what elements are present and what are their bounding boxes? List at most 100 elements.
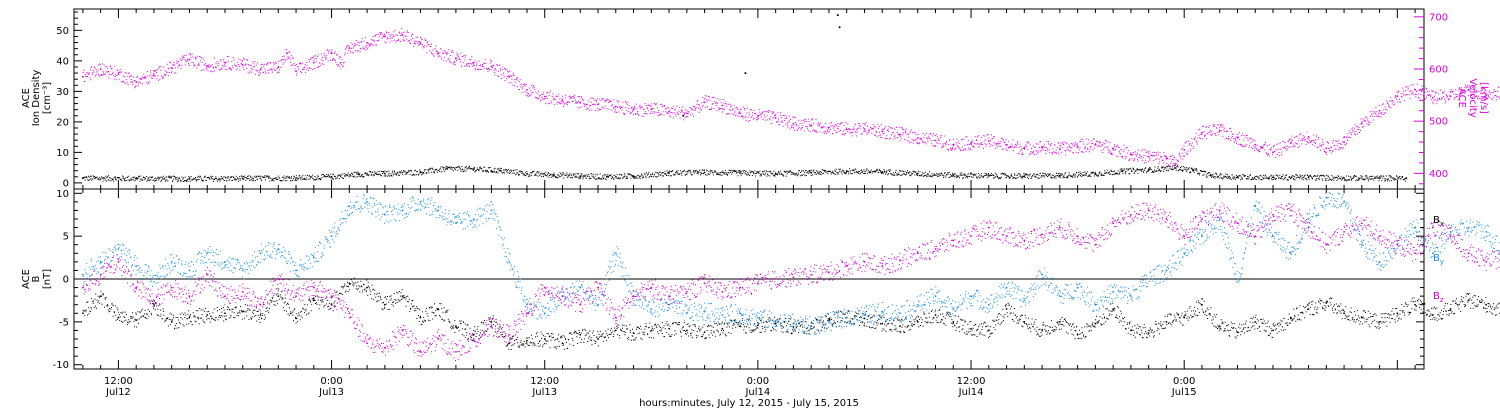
bz-point <box>810 273 813 276</box>
velocity-point <box>339 61 342 64</box>
velocity-point <box>970 142 972 144</box>
bx-point <box>1218 325 1221 328</box>
x-tick-date-label: Jul14 <box>744 387 770 398</box>
bz-point <box>1431 226 1434 229</box>
velocity-point <box>668 110 670 113</box>
bz-point <box>1289 209 1292 212</box>
bx-point <box>1467 299 1470 302</box>
x-tick-time-label: 0:00 <box>1173 376 1195 387</box>
bx-point <box>881 322 884 325</box>
velocity-point <box>526 88 528 91</box>
density-axis-title-line-1: ACE <box>21 88 32 108</box>
by-point <box>1360 243 1363 246</box>
by-point <box>419 200 422 203</box>
by-point <box>224 260 226 263</box>
legend-bz: Bz <box>1433 291 1444 304</box>
bz-point <box>295 295 297 298</box>
bx-point <box>1041 329 1043 332</box>
field-tick-label: 5 <box>63 232 69 243</box>
field-tick-label: 0 <box>63 275 69 286</box>
bz-point <box>1094 243 1097 246</box>
bottom-panel-series <box>81 189 1500 361</box>
by-point <box>348 205 351 208</box>
by-point <box>739 312 742 315</box>
velocity-point <box>916 136 919 139</box>
by-point <box>774 320 777 323</box>
velocity-point <box>1343 141 1345 143</box>
velocity-tick-label: 600 <box>1429 65 1448 76</box>
velocity-point <box>934 139 937 142</box>
field-axis-title-line-2: B <box>31 275 42 282</box>
velocity-point <box>1076 145 1079 148</box>
bz-point <box>508 333 511 336</box>
by-point <box>1431 252 1434 255</box>
bz-point <box>153 299 155 302</box>
density-tick-label: 0 <box>63 178 69 189</box>
velocity-point <box>1378 109 1381 112</box>
velocity-point <box>277 66 280 69</box>
bx-point <box>206 314 209 316</box>
velocity-point <box>472 61 475 64</box>
density-axis-title-line-2: Ion Density <box>31 70 42 127</box>
velocity-tick-label: 400 <box>1429 169 1448 180</box>
by-point <box>295 269 297 272</box>
bx-point <box>1112 308 1115 310</box>
density-point <box>1058 174 1061 177</box>
velocity-point <box>117 73 120 76</box>
top-panel-ticks: 0 10 20 30 40 50 400 500 600 700 <box>56 9 1448 189</box>
density-point <box>357 173 360 176</box>
by-point <box>153 278 155 280</box>
by-point <box>508 260 511 263</box>
by-point <box>1272 235 1274 238</box>
by-point <box>366 200 368 203</box>
by-point <box>1307 218 1310 220</box>
bottom-panel-ticks: -10 -5 0 5 10 <box>53 189 1424 371</box>
bx-point <box>863 317 866 320</box>
velocity-point <box>1360 122 1363 125</box>
bz-point <box>419 350 422 353</box>
by-point <box>845 316 848 319</box>
density-tick-label: 50 <box>56 26 69 37</box>
velocity-point <box>685 112 688 115</box>
bz-point <box>1236 222 1239 225</box>
bz-point <box>526 312 528 315</box>
bx-point <box>579 333 582 336</box>
bz-point <box>81 286 84 289</box>
density-outlier <box>838 26 841 29</box>
density-point <box>703 171 706 174</box>
velocity-point <box>1058 148 1061 151</box>
velocity-tick-label: 700 <box>1429 12 1448 23</box>
bx-point <box>899 325 901 328</box>
velocity-point <box>863 128 866 130</box>
by-point <box>1005 286 1008 289</box>
bz-point <box>188 295 191 298</box>
velocity-point <box>1396 95 1399 98</box>
velocity-point <box>1165 157 1168 160</box>
legend-by: By <box>1433 253 1444 266</box>
bx-point <box>1272 329 1274 332</box>
velocity-point <box>579 102 582 104</box>
bx-point <box>543 338 546 340</box>
bx-point <box>685 329 688 332</box>
by-point <box>188 269 191 272</box>
bx-point <box>259 314 262 316</box>
bz-point <box>650 286 653 289</box>
bz-point <box>774 278 777 280</box>
density-tick-label: 30 <box>56 87 69 98</box>
bx-point <box>703 331 706 334</box>
bx-point <box>366 286 368 289</box>
bz-point <box>366 342 368 345</box>
bz-point <box>1165 218 1168 220</box>
density-tick-label: 10 <box>56 148 69 159</box>
bx-point <box>1254 320 1257 323</box>
velocity-point <box>561 99 564 102</box>
by-point <box>1218 218 1221 220</box>
bx-point <box>117 316 120 319</box>
by-point <box>401 209 404 212</box>
bz-point <box>881 265 884 268</box>
density-outlier <box>744 72 747 75</box>
bx-point <box>455 325 457 328</box>
by-point <box>1130 295 1132 298</box>
velocity-point <box>650 108 653 111</box>
